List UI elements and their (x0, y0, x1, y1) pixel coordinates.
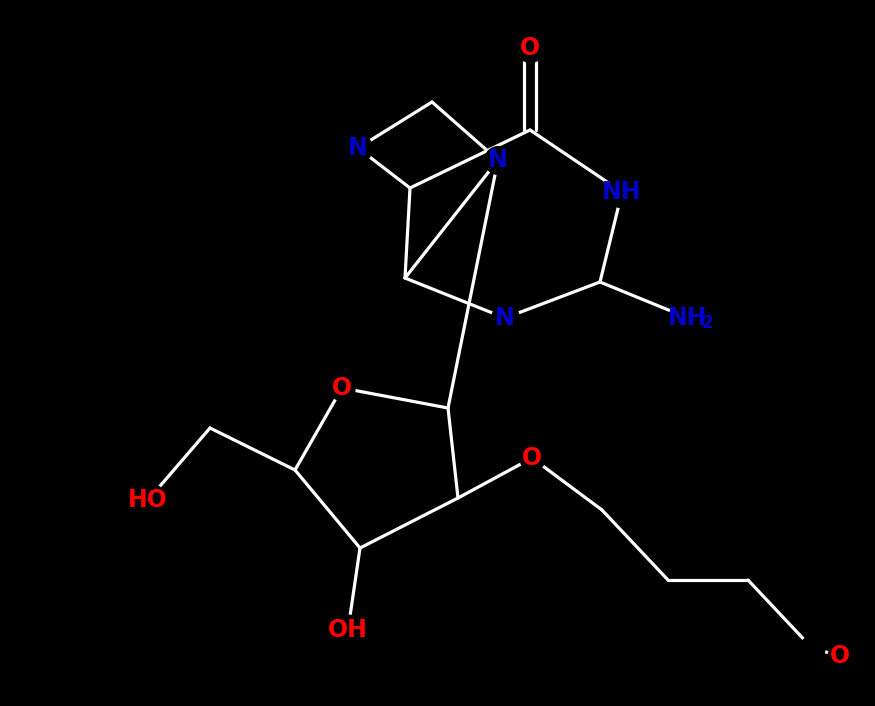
Text: OH: OH (328, 618, 368, 642)
Text: N: N (488, 148, 508, 172)
Text: O: O (332, 376, 352, 400)
Text: N: N (348, 136, 367, 160)
Text: NH: NH (602, 180, 641, 204)
Text: NH: NH (668, 306, 708, 330)
Text: 2: 2 (702, 314, 714, 332)
Text: O: O (520, 36, 540, 60)
Text: O: O (830, 644, 850, 668)
Text: O: O (522, 446, 542, 470)
Text: N: N (495, 306, 514, 330)
Text: HO: HO (128, 488, 168, 512)
